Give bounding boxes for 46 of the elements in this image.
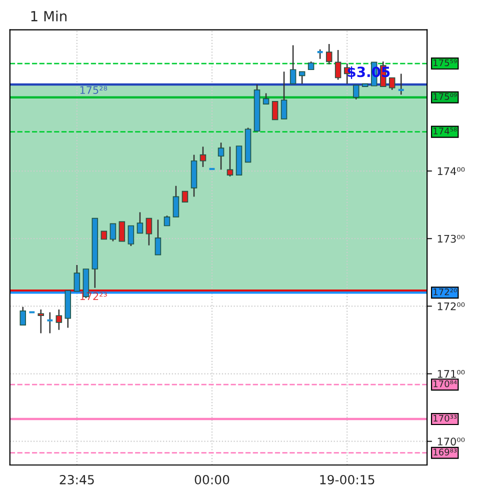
candlestick (298, 71, 306, 84)
y-tick-label: 173⁰⁰ (438, 234, 465, 243)
ref-line-label: 175²⁸ (80, 86, 108, 94)
candlestick (56, 308, 62, 330)
candlestick (326, 43, 332, 65)
candlestick (334, 49, 342, 80)
ref-line-label: 175⁰⁹ (434, 93, 457, 100)
candlestick (110, 223, 116, 242)
candlestick (128, 225, 134, 247)
candlestick (388, 77, 396, 91)
candlestick (154, 219, 162, 256)
y-tick-label: 171⁰⁰ (438, 370, 465, 378)
candlestick (280, 71, 288, 120)
x-tick-label: 00:00 (194, 474, 230, 484)
candlestick (20, 306, 26, 326)
candlestick (146, 218, 152, 246)
candlestick (38, 308, 44, 334)
y-tick-label: 174⁰⁰ (438, 167, 465, 175)
candlestick (74, 264, 80, 292)
candlestick (290, 44, 296, 84)
candlestick (164, 214, 170, 226)
candlestick (118, 221, 126, 242)
candlestick (172, 185, 180, 218)
candlestick (352, 84, 360, 100)
candlestick (316, 48, 324, 60)
ref-line-label: 175⁵⁹ (434, 59, 457, 66)
candlestick (226, 146, 234, 178)
candlestick (272, 100, 278, 120)
candlestick (200, 146, 206, 168)
ref-line-label: 169⁸³ (434, 448, 457, 456)
candlestick (262, 92, 270, 105)
x-tick-label: 19-00:15 (320, 474, 374, 484)
candlestick (136, 212, 144, 234)
ref-line-label: 172²³ (80, 292, 107, 300)
y-tick-label: 172⁰⁰ (438, 302, 465, 310)
candlestick (218, 142, 224, 170)
candlestick (182, 190, 188, 203)
candlestick (46, 312, 54, 334)
ref-line-label: 174⁵⁸ (434, 128, 457, 134)
ref-line-label: 172²⁰ (434, 288, 457, 296)
ref-line-label: 170³³ (434, 414, 457, 422)
chart-title: 1 Min (31, 10, 66, 22)
y-tick-label: 170⁰⁰ (438, 438, 465, 446)
x-tick-label: 23:45 (60, 474, 94, 484)
candlestick (397, 73, 405, 96)
ref-line-label: 170⁸⁴ (434, 380, 457, 388)
